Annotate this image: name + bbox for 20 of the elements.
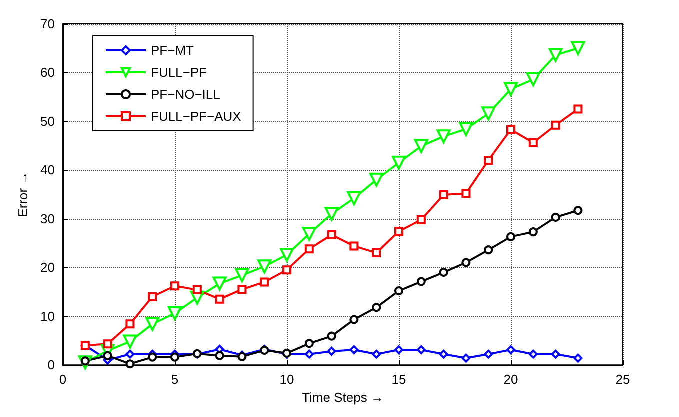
y-tick-label: 30 — [40, 211, 55, 226]
y-axis-title: Error → — [16, 172, 31, 218]
x-tick-label: 10 — [280, 372, 294, 388]
x-axis-title: Time Steps → — [302, 390, 384, 405]
y-tick-label: 50 — [40, 114, 55, 129]
legend-label: PF−MT — [151, 43, 194, 58]
y-tick-label: 40 — [40, 162, 55, 178]
x-tick-label: 5 — [171, 372, 179, 388]
x-tick-label: 15 — [392, 372, 406, 388]
y-tick-label: 70 — [40, 16, 55, 32]
x-tick-label: 0 — [59, 372, 67, 388]
legend-label: FULL−PF−AUX — [151, 109, 242, 124]
x-tick-label: 20 — [504, 372, 518, 388]
legend-label: PF−NO−ILL — [151, 87, 220, 102]
y-tick-label: 10 — [40, 308, 55, 324]
x-tick-label: 25 — [616, 372, 630, 388]
y-tick-label: 60 — [40, 65, 55, 80]
y-tick-label: 20 — [40, 260, 55, 276]
y-tick-label: 0 — [48, 358, 55, 373]
legend-label: FULL−PF — [151, 65, 208, 80]
